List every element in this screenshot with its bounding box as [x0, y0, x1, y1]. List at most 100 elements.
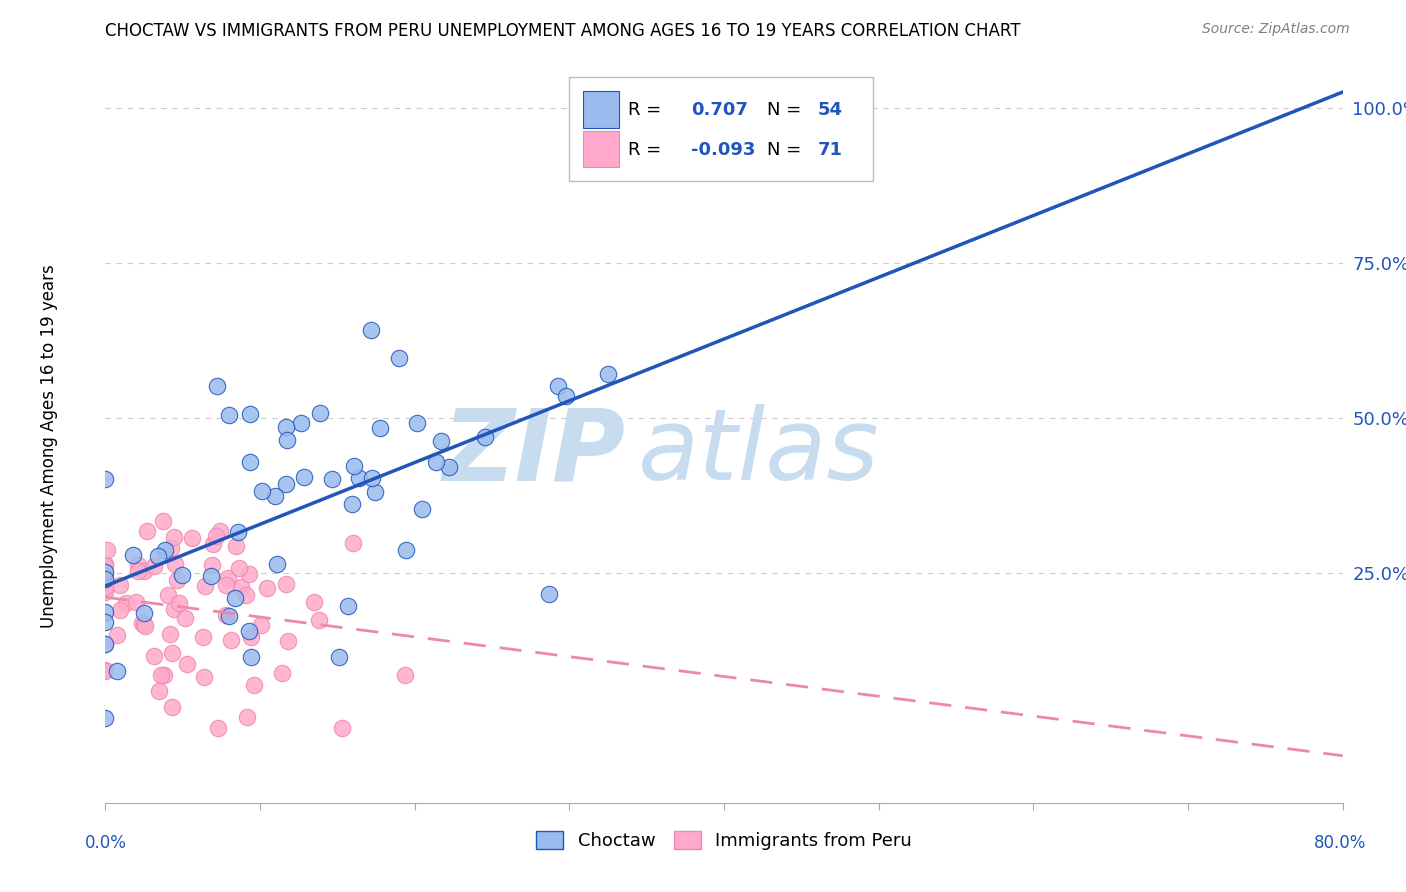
Point — [142, 558, 165, 573]
Point — [160, 646, 183, 660]
Point — [308, 613, 330, 627]
Point — [235, 710, 257, 724]
Point — [361, 471, 384, 485]
Point — [132, 564, 155, 578]
Point — [169, 596, 191, 610]
Point — [163, 557, 186, 571]
Point — [256, 581, 278, 595]
Point — [343, 458, 366, 473]
Point — [94, 711, 117, 725]
Point — [127, 564, 149, 578]
Point — [134, 617, 156, 632]
Point — [94, 615, 117, 629]
Point — [290, 416, 312, 430]
Text: 0.707: 0.707 — [690, 101, 748, 120]
Point — [342, 497, 364, 511]
Point — [155, 542, 177, 557]
Point — [474, 429, 496, 443]
Point — [134, 619, 156, 633]
Point — [94, 664, 117, 678]
Point — [360, 323, 382, 337]
Point — [124, 595, 146, 609]
Point — [105, 664, 128, 678]
Point — [94, 574, 117, 588]
Point — [96, 542, 118, 557]
FancyBboxPatch shape — [569, 77, 873, 181]
Point — [342, 535, 364, 549]
Point — [170, 568, 193, 582]
Point — [394, 668, 416, 682]
Point — [132, 606, 155, 620]
Point — [159, 627, 181, 641]
Text: atlas: atlas — [637, 404, 879, 501]
Point — [219, 633, 242, 648]
Text: CHOCTAW VS IMMIGRANTS FROM PERU UNEMPLOYMENT AMONG AGES 16 TO 19 YEARS CORRELATI: CHOCTAW VS IMMIGRANTS FROM PERU UNEMPLOY… — [105, 22, 1021, 40]
Point — [142, 649, 165, 664]
Point — [231, 580, 253, 594]
Point — [411, 502, 433, 516]
Point — [226, 525, 249, 540]
Point — [239, 455, 262, 469]
Point — [214, 578, 236, 592]
Point — [108, 577, 131, 591]
Point — [405, 417, 427, 431]
Point — [205, 529, 228, 543]
Point — [94, 558, 117, 573]
Point — [252, 483, 274, 498]
Point — [94, 472, 117, 486]
Text: 71: 71 — [818, 141, 844, 159]
Point — [429, 434, 451, 449]
Point — [207, 379, 229, 393]
Point — [395, 542, 418, 557]
Point — [157, 588, 180, 602]
Point — [228, 560, 250, 574]
Point — [94, 557, 117, 571]
Text: N =: N = — [768, 101, 807, 120]
Point — [250, 618, 273, 632]
Point — [266, 557, 288, 571]
Point — [218, 571, 240, 585]
Point — [176, 657, 198, 671]
Point — [127, 558, 149, 572]
Point — [218, 609, 240, 624]
Point — [349, 470, 371, 484]
Point — [321, 472, 343, 486]
Point — [94, 573, 117, 587]
Point — [240, 630, 263, 644]
Point — [94, 664, 117, 678]
Point — [598, 367, 620, 381]
Point — [152, 514, 174, 528]
Point — [274, 420, 297, 434]
Point — [105, 628, 128, 642]
Text: N =: N = — [768, 141, 807, 159]
Point — [207, 721, 229, 735]
Point — [537, 587, 560, 601]
Point — [239, 650, 262, 665]
Point — [163, 602, 186, 616]
Point — [274, 477, 297, 491]
Point — [209, 524, 232, 538]
Point — [122, 548, 145, 562]
Point — [131, 616, 153, 631]
Point — [115, 596, 138, 610]
Point — [149, 667, 172, 681]
Point — [277, 634, 299, 648]
Point — [166, 573, 188, 587]
Point — [193, 670, 215, 684]
Point — [238, 624, 260, 638]
Point — [201, 558, 224, 573]
Text: Source: ZipAtlas.com: Source: ZipAtlas.com — [1202, 22, 1350, 37]
Point — [162, 699, 184, 714]
Point — [274, 576, 297, 591]
Point — [94, 605, 117, 619]
Text: 0.0%: 0.0% — [84, 834, 127, 852]
Point — [304, 595, 326, 609]
Text: R =: R = — [627, 141, 666, 159]
Point — [94, 637, 117, 651]
Text: Unemployment Among Ages 16 to 19 years: Unemployment Among Ages 16 to 19 years — [41, 264, 58, 628]
Point — [292, 469, 315, 483]
Text: -0.093: -0.093 — [690, 141, 755, 159]
Point — [328, 650, 350, 665]
Point — [547, 379, 569, 393]
Point — [309, 406, 332, 420]
